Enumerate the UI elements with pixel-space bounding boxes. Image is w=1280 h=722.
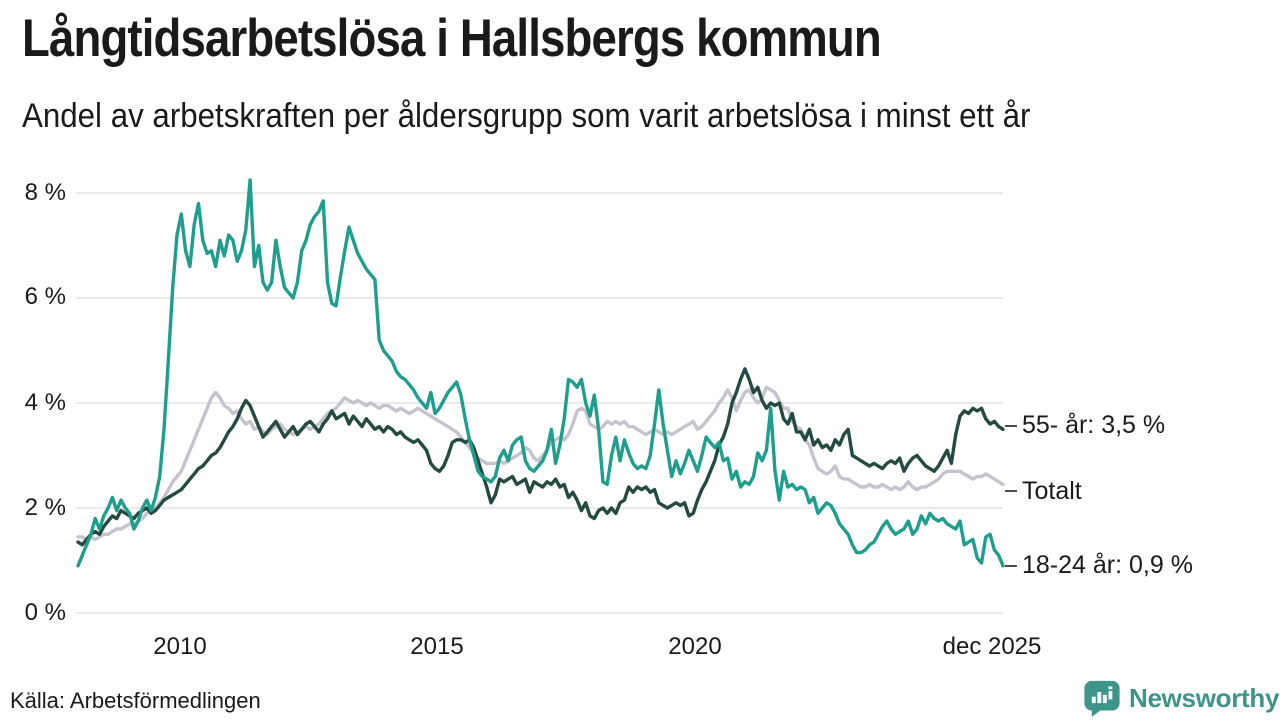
label-dash-totalt (1005, 490, 1017, 492)
newsworthy-logo-icon (1083, 680, 1121, 717)
x-tick-2020: 2020 (668, 633, 722, 660)
y-tick-0: 0 % (24, 599, 66, 626)
label-dash-55-ar (1005, 425, 1017, 427)
x-tick-2015: 2015 (410, 633, 464, 660)
line-18-24-ar (76, 178, 1005, 568)
newsworthy-wordmark: Newsworthy (1129, 683, 1280, 713)
line-55-ar (76, 367, 1005, 547)
y-tick-8: 8 % (24, 179, 66, 206)
y-tick-4: 4 % (24, 389, 66, 416)
page-subtitle: Andel av arbetskraften per åldersgrupp s… (22, 97, 1031, 135)
page-title: Långtidsarbetslösa i Hallsbergs kommun (22, 9, 882, 68)
x-tick-dec-2025: dec 2025 (942, 633, 1042, 660)
label-dash-18-24-ar (1005, 565, 1017, 567)
series-label-18-24-ar: 18-24 år: 0,9 % (1022, 551, 1193, 579)
series-label-55-ar: 55- år: 3,5 % (1022, 411, 1166, 439)
x-tick-2010: 2010 (153, 633, 207, 660)
newsworthy-brand: Newsworthy (1083, 680, 1279, 717)
y-tick-2: 2 % (24, 494, 66, 521)
series-label-totalt: Totalt (1022, 477, 1082, 505)
y-tick-6: 6 % (24, 283, 66, 310)
line-totalt (76, 385, 1005, 542)
source-note: Källa: Arbetsförmedlingen (10, 688, 261, 713)
